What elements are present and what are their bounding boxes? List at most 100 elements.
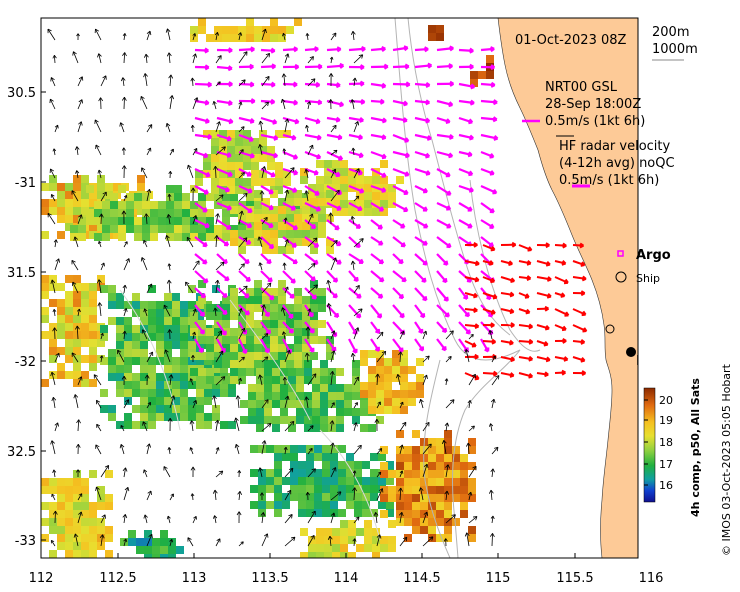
model-arrow <box>436 287 449 302</box>
current-arrow <box>96 424 102 432</box>
sst-cell <box>230 193 238 201</box>
sst-cell <box>346 501 354 509</box>
current-arrow <box>120 444 125 455</box>
current-arrow-head <box>143 53 149 58</box>
sst-cell <box>148 389 156 397</box>
sst-cell <box>134 225 142 233</box>
current-arrow <box>261 399 269 409</box>
radar-arrow-head <box>579 242 585 249</box>
sst-cell <box>416 374 424 382</box>
sst-cell <box>254 360 262 368</box>
sst-cell <box>243 154 251 162</box>
radar-arrow-head <box>580 290 586 297</box>
current-arrow-head <box>217 55 222 60</box>
hf-title-label: HF radar velocity <box>559 139 671 154</box>
current-arrow-head <box>464 532 470 537</box>
sst-cell <box>428 526 436 534</box>
current-arrow <box>123 52 126 64</box>
sst-cell <box>318 336 326 344</box>
sst-cell <box>428 446 436 454</box>
radar-arrow-head <box>562 337 567 344</box>
sst-cell <box>196 309 204 317</box>
model-arrow <box>370 82 386 88</box>
sst-cell <box>164 397 172 405</box>
current-arrow <box>123 241 128 248</box>
model-arrow-head <box>352 348 358 354</box>
sst-cell <box>254 304 262 312</box>
sst-cell <box>116 301 124 309</box>
model-arrow <box>304 236 319 248</box>
model-arrow <box>480 150 494 158</box>
model-arrow <box>238 270 251 282</box>
model-arrow <box>458 48 474 52</box>
current-arrow <box>123 399 129 409</box>
sst-cell <box>346 485 354 493</box>
current-arrow <box>187 537 194 547</box>
current-arrow-head <box>237 470 242 474</box>
sst-cell <box>134 217 142 225</box>
model-arrow-head <box>316 134 322 141</box>
current-arrow-head <box>212 395 217 400</box>
current-arrow-head <box>305 33 310 37</box>
radar-arrow <box>518 356 533 361</box>
current-arrow <box>283 262 286 271</box>
sst-cell <box>246 193 254 201</box>
sst-cell <box>388 470 396 478</box>
sst-cell <box>352 408 360 416</box>
sst-cell <box>57 231 65 239</box>
sst-cell <box>254 352 262 360</box>
current-arrow-head <box>51 396 57 402</box>
current-arrow <box>399 331 405 340</box>
current-arrow <box>283 331 286 340</box>
sst-cell <box>468 486 476 494</box>
sst-cell <box>196 421 204 429</box>
model-arrow-head <box>269 295 275 301</box>
current-arrow-head <box>241 79 246 84</box>
current-arrow-head <box>95 144 100 149</box>
current-arrow-head <box>217 330 223 335</box>
sst-cell <box>270 18 278 26</box>
current-arrow-head <box>307 101 312 105</box>
current-arrow-head <box>266 282 272 288</box>
sst-cell <box>100 389 108 397</box>
sst-cell <box>444 494 452 502</box>
model-arrow-head <box>490 46 495 53</box>
sst-cell <box>206 217 214 225</box>
sst-cell <box>78 233 86 241</box>
sst-cell <box>235 154 243 162</box>
sst-cell <box>468 438 476 446</box>
current-arrow-head <box>98 97 104 102</box>
radar-arrow <box>572 260 585 267</box>
sst-cell <box>270 26 278 34</box>
current-arrow-head <box>290 536 296 542</box>
current-arrow <box>235 444 240 455</box>
model-arrow-head <box>383 63 389 70</box>
current-arrow <box>306 125 309 133</box>
model-name-label: NRT00 GSL <box>545 80 618 95</box>
model-arrow-head <box>403 206 409 213</box>
sst-cell <box>282 477 290 485</box>
model-arrow <box>194 287 206 299</box>
sst-cell <box>332 200 340 208</box>
model-arrow-head <box>404 171 410 177</box>
sst-cell <box>108 293 116 301</box>
current-arrow-head <box>166 214 172 219</box>
current-arrow-head <box>428 536 434 541</box>
radar-arrow-head <box>561 369 567 376</box>
current-arrow-head <box>122 52 127 57</box>
sst-cell <box>65 191 73 199</box>
sst-cell <box>286 222 294 230</box>
sst-cell <box>206 312 214 320</box>
current-arrow <box>353 195 360 202</box>
sst-cell <box>243 162 251 170</box>
sst-cell <box>408 382 416 390</box>
current-arrow <box>123 285 126 294</box>
sst-cell <box>172 373 180 381</box>
sst-cell <box>57 323 65 331</box>
sst-cell <box>230 336 238 344</box>
current-arrow <box>468 334 474 340</box>
sst-cell <box>320 360 328 368</box>
current-arrow <box>146 283 153 294</box>
sst-cell <box>41 207 49 215</box>
model-arrow <box>414 287 428 301</box>
